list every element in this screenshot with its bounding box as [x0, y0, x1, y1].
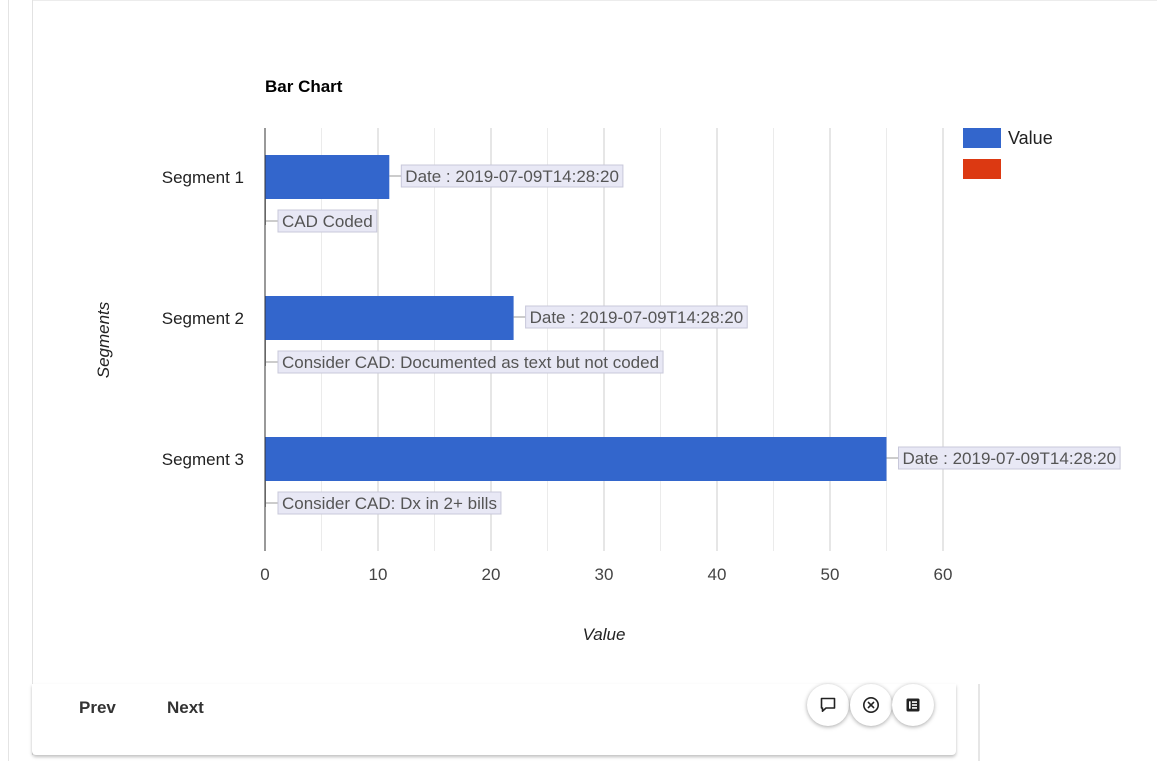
next-button[interactable]: Next — [167, 695, 204, 721]
x-tick-label: 10 — [369, 565, 388, 584]
close-button[interactable] — [850, 684, 892, 726]
footer-divider — [978, 684, 980, 761]
details-button[interactable] — [892, 684, 934, 726]
bar-annotation-label-group: Date : 2019-07-09T14:28:20 — [525, 305, 748, 329]
annotations: Date : 2019-07-09T14:28:20 CAD Coded Date … — [265, 164, 1121, 515]
bar — [265, 296, 514, 340]
note-annotation-label: Consider CAD: Dx in 2+ bills — [282, 494, 497, 513]
bar — [265, 155, 390, 199]
note-annotation-label-box — [277, 491, 502, 515]
note-annotation-label-group: Consider CAD: Documented as text but not… — [277, 350, 664, 374]
x-tick-label: 20 — [482, 565, 501, 584]
close-circle-icon — [863, 697, 879, 713]
bars — [265, 155, 887, 481]
chart-title: Bar Chart — [265, 77, 343, 96]
details-list-icon — [906, 698, 920, 712]
y-tick-label: Segment 3 — [162, 450, 244, 469]
y-tick-labels: Segment 1 Segment 2 Segment 3 — [162, 168, 244, 469]
y-tick-label: Segment 2 — [162, 309, 244, 328]
note-annotation-label-box — [277, 350, 664, 374]
prev-button[interactable]: Prev — [79, 695, 116, 721]
bar-annotation-label-group: Date : 2019-07-09T14:28:20 — [898, 446, 1121, 470]
x-tick-label: 40 — [708, 565, 727, 584]
bar-annotation-label-box — [898, 446, 1121, 470]
note-annotation-label: CAD Coded — [282, 212, 373, 231]
note-annotation-label-group: Consider CAD: Dx in 2+ bills — [277, 491, 502, 515]
bar-chart: Bar Chart Date : 2019-07-09T14:28:20 CAD … — [94, 77, 1121, 644]
x-tick-label: 0 — [260, 565, 269, 584]
y-tick-label: Segment 1 — [162, 168, 244, 187]
legend-swatch — [963, 128, 1001, 148]
bar-annotation-label: Date : 2019-07-09T14:28:20 — [903, 449, 1117, 468]
footer-bar — [32, 684, 956, 755]
x-tick-label: 50 — [821, 565, 840, 584]
legend-swatch — [963, 159, 1001, 179]
note-annotation-label: Consider CAD: Documented as text but not… — [282, 353, 659, 372]
bar-annotation-label: Date : 2019-07-09T14:28:20 — [405, 167, 619, 186]
x-tick-label: 60 — [934, 565, 953, 584]
bar — [265, 437, 887, 481]
comment-button[interactable] — [807, 684, 849, 726]
note-annotation-label-box — [277, 209, 378, 233]
comment-icon — [820, 697, 836, 712]
bar-annotation-label: Date : 2019-07-09T14:28:20 — [530, 308, 744, 327]
page-left-divider — [8, 0, 9, 761]
x-tick-labels: 0 10 20 30 40 50 60 — [260, 565, 952, 584]
bar-annotation-label-box — [400, 164, 624, 188]
x-tick-label: 30 — [595, 565, 614, 584]
chart-card — [32, 0, 1157, 685]
y-axis-title: Segments — [94, 301, 113, 378]
card-left-edge — [32, 0, 33, 755]
bar-annotation-label-box — [525, 305, 748, 329]
x-axis-title: Value — [583, 625, 626, 644]
bar-annotation-label-group: Date : 2019-07-09T14:28:20 — [400, 164, 624, 188]
legend-label: Value — [1008, 128, 1053, 148]
legend: Value — [963, 128, 1053, 179]
note-annotation-label-group: CAD Coded — [277, 209, 378, 233]
